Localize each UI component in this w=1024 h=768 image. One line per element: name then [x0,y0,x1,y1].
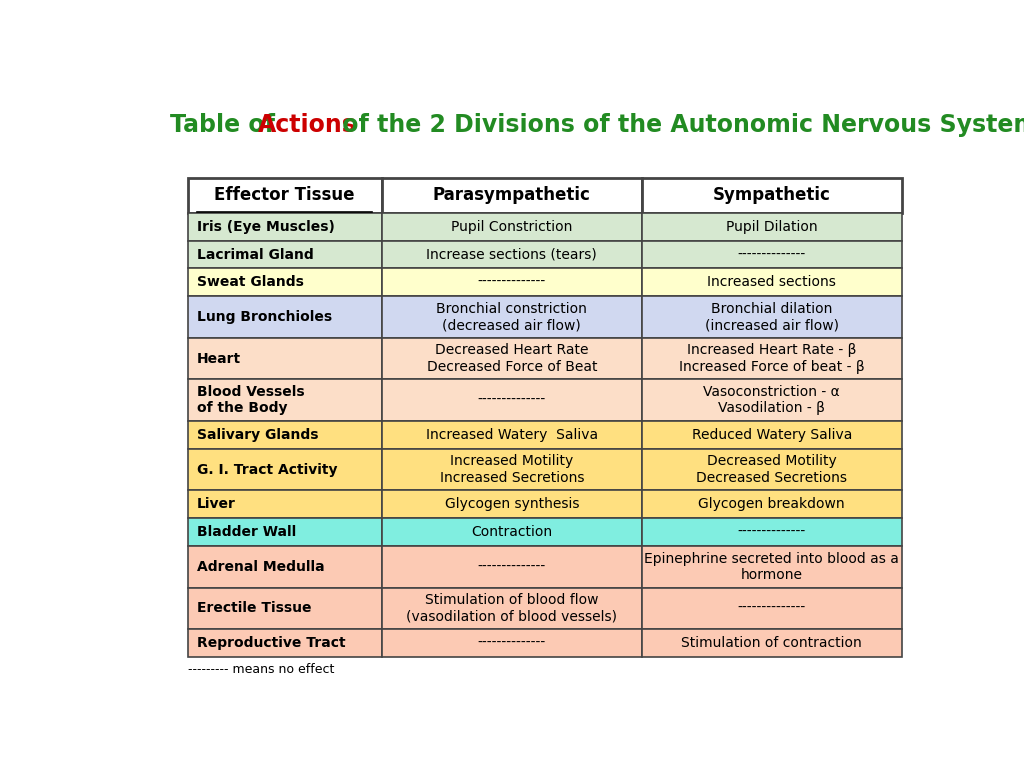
Text: Iris (Eye Muscles): Iris (Eye Muscles) [197,220,335,233]
Text: Increased Heart Rate - β
Increased Force of beat - β: Increased Heart Rate - β Increased Force… [679,343,864,374]
Bar [642,518,902,546]
Text: Salivary Glands: Salivary Glands [197,428,318,442]
Text: Increase sections (tears): Increase sections (tears) [426,247,597,261]
Bar [187,518,382,546]
Bar [642,213,902,240]
Bar [187,268,382,296]
Text: --------------: -------------- [737,601,806,615]
Text: Epinephrine secreted into blood as a
hormone: Epinephrine secreted into blood as a hor… [644,551,899,582]
Text: Glycogen synthesis: Glycogen synthesis [444,497,579,511]
Text: Increased Motility
Increased Secretions: Increased Motility Increased Secretions [439,455,584,485]
Text: --------- means no effect: --------- means no effect [187,663,334,676]
Text: Heart: Heart [197,352,242,366]
Bar [382,213,642,240]
Text: Increased Watery  Saliva: Increased Watery Saliva [426,428,598,442]
Bar [187,421,382,449]
Bar [187,546,382,588]
Bar [187,213,382,240]
Text: Reduced Watery Saliva: Reduced Watery Saliva [691,428,852,442]
Text: Sympathetic: Sympathetic [713,187,830,204]
Text: Bladder Wall: Bladder Wall [197,525,296,539]
Bar [187,379,382,421]
Text: Glycogen breakdown: Glycogen breakdown [698,497,845,511]
Bar [642,449,902,491]
Text: Adrenal Medulla: Adrenal Medulla [197,560,325,574]
Bar [642,546,902,588]
Bar [187,240,382,268]
Bar [382,296,642,338]
Bar [187,449,382,491]
Text: Vasoconstriction - α
Vasodilation - β: Vasoconstriction - α Vasodilation - β [703,385,840,415]
Bar [187,588,382,629]
Text: Lacrimal Gland: Lacrimal Gland [197,247,313,261]
Text: Liver: Liver [197,497,236,511]
Text: Increased sections: Increased sections [708,275,837,290]
Bar [382,491,642,518]
Text: Pupil Constriction: Pupil Constriction [452,220,572,233]
Text: Stimulation of blood flow
(vasodilation of blood vessels): Stimulation of blood flow (vasodilation … [407,593,617,624]
Text: of the 2 Divisions of the Autonomic Nervous System: of the 2 Divisions of the Autonomic Nerv… [334,113,1024,137]
Bar [642,268,902,296]
Bar [187,629,382,657]
Text: Actions: Actions [257,113,356,137]
Text: Pupil Dilation: Pupil Dilation [726,220,817,233]
Text: Parasympathetic: Parasympathetic [433,187,591,204]
Bar [382,518,642,546]
Bar [382,629,642,657]
Text: --------------: -------------- [477,393,546,407]
Bar [382,338,642,379]
Bar [187,296,382,338]
Text: --------------: -------------- [477,636,546,650]
Bar [642,491,902,518]
Text: Sweat Glands: Sweat Glands [197,275,304,290]
Text: Blood Vessels
of the Body: Blood Vessels of the Body [197,385,305,415]
Text: Effector Tissue: Effector Tissue [214,187,355,204]
Text: Table of: Table of [170,113,283,137]
Bar [382,449,642,491]
Bar [382,268,642,296]
Text: Decreased Motility
Decreased Secretions: Decreased Motility Decreased Secretions [696,455,847,485]
Bar [642,178,902,213]
Bar [187,178,382,213]
Text: G. I. Tract Activity: G. I. Tract Activity [197,462,338,477]
Text: --------------: -------------- [737,247,806,261]
Text: Stimulation of contraction: Stimulation of contraction [681,636,862,650]
Bar [642,421,902,449]
Bar [642,296,902,338]
Bar [382,588,642,629]
Bar [382,546,642,588]
Text: Erectile Tissue: Erectile Tissue [197,601,311,615]
Text: --------------: -------------- [477,275,546,290]
Bar [642,629,902,657]
Bar [382,240,642,268]
Text: Bronchial dilation
(increased air flow): Bronchial dilation (increased air flow) [705,302,839,332]
Text: Reproductive Tract: Reproductive Tract [197,636,346,650]
Bar [642,240,902,268]
Bar [187,491,382,518]
Bar [642,379,902,421]
Text: Lung Bronchioles: Lung Bronchioles [197,310,332,324]
Text: Decreased Heart Rate
Decreased Force of Beat: Decreased Heart Rate Decreased Force of … [427,343,597,374]
Text: --------------: -------------- [477,560,546,574]
Bar [187,338,382,379]
Bar [382,421,642,449]
Text: Bronchial constriction
(decreased air flow): Bronchial constriction (decreased air fl… [436,302,587,332]
Bar [642,588,902,629]
Bar [382,178,642,213]
Text: --------------: -------------- [737,525,806,539]
Text: Contraction: Contraction [471,525,552,539]
Bar [642,338,902,379]
Bar [382,379,642,421]
